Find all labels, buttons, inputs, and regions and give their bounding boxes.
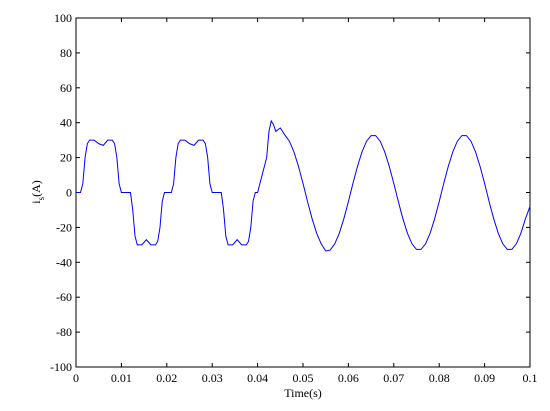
y-tick-label: 20: [60, 151, 72, 165]
x-tick-label: 0: [73, 371, 79, 385]
y-label-main: i: [29, 200, 43, 204]
y-tick-label: 0: [66, 186, 72, 200]
y-tick-label: -100: [50, 360, 72, 374]
line-series: [76, 119, 531, 252]
y-label-sub: s: [36, 196, 46, 200]
x-tick-label: 0.05: [293, 371, 314, 385]
y-tick-label: -20: [56, 220, 72, 234]
y-tick-label: -80: [56, 325, 72, 339]
x-tick-label: 0.07: [383, 371, 404, 385]
plot-area: [75, 17, 531, 368]
x-tick-label: 0.02: [156, 371, 177, 385]
y-label-unit: (A): [29, 180, 43, 197]
y-tick-label: 100: [54, 11, 72, 25]
x-tick-label: 0.01: [111, 371, 132, 385]
y-tick-label: 40: [60, 116, 72, 130]
x-tick-label: 0.06: [338, 371, 359, 385]
x-axis-label: Time(s): [284, 386, 322, 400]
y-tick-label: -60: [56, 290, 72, 304]
y-tick-label: -40: [56, 255, 72, 269]
x-tick-label: 0.03: [202, 371, 223, 385]
x-tick-label: 0.09: [474, 371, 495, 385]
y-axis-label: is(A): [29, 180, 46, 204]
y-tick-label: 60: [60, 81, 72, 95]
x-tick-label: 0.1: [523, 371, 538, 385]
x-tick-label: 0.08: [429, 371, 450, 385]
x-tick-label: 0.04: [247, 371, 268, 385]
y-tick-label: 80: [60, 46, 72, 60]
